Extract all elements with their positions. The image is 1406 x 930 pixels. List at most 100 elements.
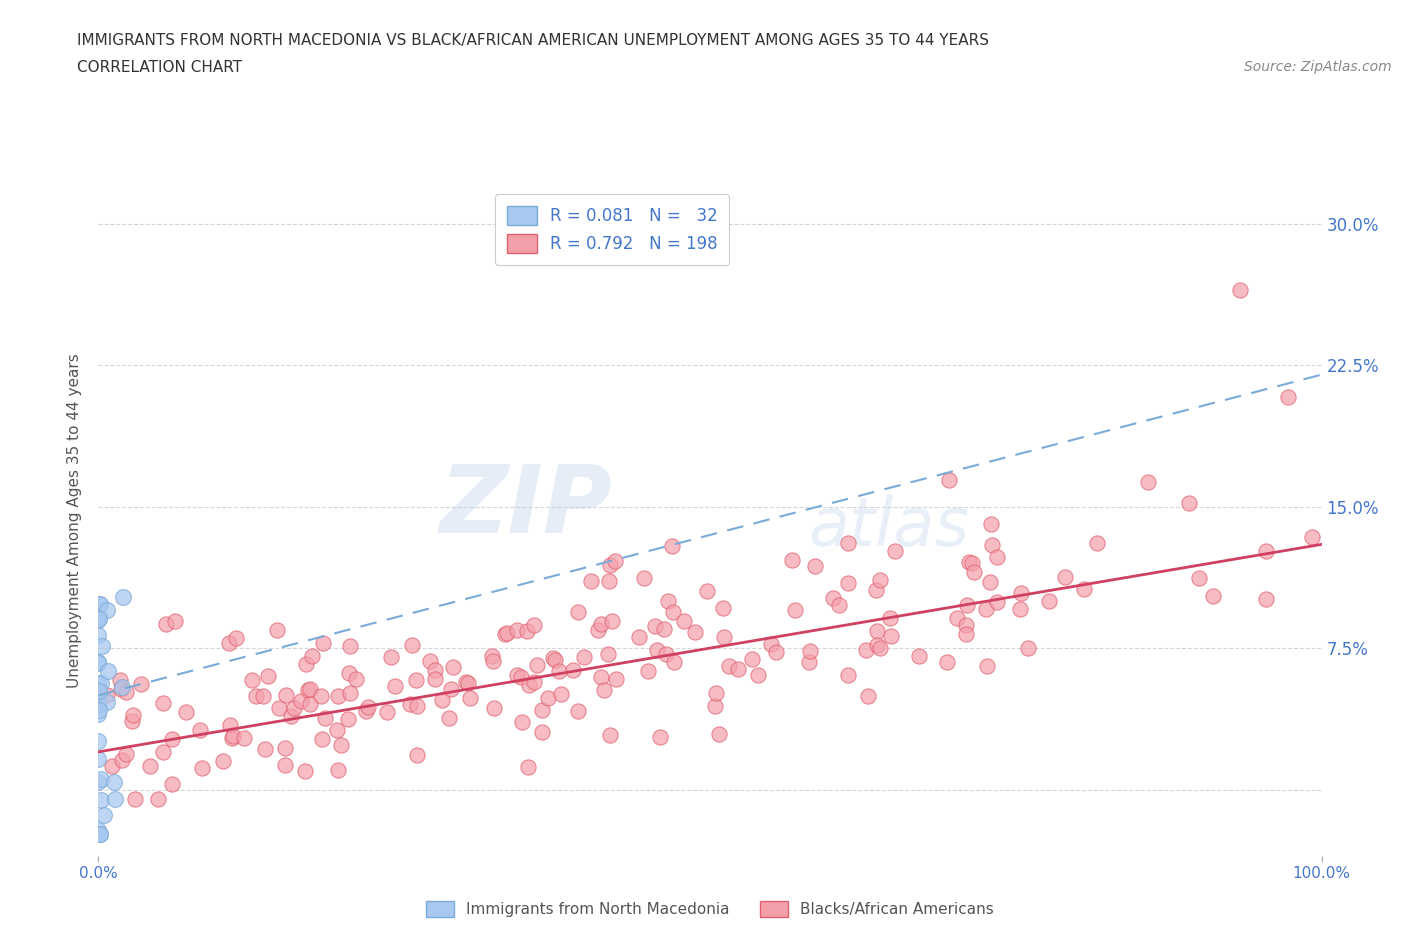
Point bbox=[946, 610, 969, 625]
Point bbox=[960, 555, 983, 570]
Point bbox=[163, 614, 186, 629]
Point bbox=[1229, 283, 1251, 298]
Point bbox=[711, 601, 734, 616]
Point bbox=[87, 684, 110, 698]
Point bbox=[283, 700, 305, 715]
Text: Source: ZipAtlas.com: Source: ZipAtlas.com bbox=[1244, 60, 1392, 74]
Point bbox=[290, 694, 312, 709]
Point bbox=[956, 598, 979, 613]
Point bbox=[87, 676, 110, 691]
Point bbox=[673, 614, 696, 629]
Point bbox=[856, 689, 879, 704]
Point bbox=[963, 565, 986, 579]
Point bbox=[880, 629, 903, 644]
Point bbox=[869, 573, 891, 588]
Point bbox=[87, 822, 110, 837]
Point bbox=[1137, 475, 1160, 490]
Point bbox=[494, 627, 516, 642]
Point bbox=[344, 671, 367, 686]
Point bbox=[727, 661, 749, 676]
Point bbox=[329, 737, 352, 752]
Point bbox=[121, 713, 143, 728]
Point bbox=[704, 698, 727, 713]
Point bbox=[986, 549, 1008, 564]
Point bbox=[1038, 594, 1060, 609]
Point bbox=[90, 675, 112, 690]
Point bbox=[90, 771, 112, 786]
Point bbox=[298, 697, 321, 711]
Point bbox=[869, 641, 891, 656]
Point bbox=[713, 630, 735, 644]
Point bbox=[799, 655, 821, 670]
Point bbox=[657, 594, 679, 609]
Point bbox=[605, 671, 627, 686]
Point bbox=[87, 698, 110, 712]
Point bbox=[526, 658, 548, 672]
Point bbox=[519, 678, 541, 693]
Point bbox=[976, 658, 998, 673]
Point bbox=[432, 693, 454, 708]
Point bbox=[380, 650, 402, 665]
Point bbox=[548, 664, 571, 679]
Point bbox=[523, 618, 546, 632]
Point bbox=[505, 623, 527, 638]
Point bbox=[326, 763, 349, 777]
Point bbox=[661, 538, 683, 553]
Point bbox=[567, 604, 589, 619]
Point bbox=[516, 624, 538, 639]
Point bbox=[599, 557, 621, 572]
Point bbox=[837, 535, 859, 550]
Point bbox=[976, 602, 998, 617]
Point bbox=[1201, 589, 1223, 604]
Point bbox=[541, 650, 564, 665]
Point bbox=[979, 575, 1001, 590]
Point bbox=[589, 617, 612, 631]
Point bbox=[222, 729, 245, 744]
Point bbox=[274, 687, 297, 702]
Point bbox=[240, 672, 263, 687]
Point bbox=[1085, 536, 1108, 551]
Point bbox=[505, 667, 527, 682]
Point bbox=[1010, 586, 1032, 601]
Point bbox=[87, 611, 110, 626]
Point bbox=[1017, 641, 1039, 656]
Point bbox=[337, 666, 360, 681]
Point bbox=[309, 689, 332, 704]
Point bbox=[567, 703, 589, 718]
Point bbox=[87, 694, 110, 709]
Text: IMMIGRANTS FROM NORTH MACEDONIA VS BLACK/AFRICAN AMERICAN UNEMPLOYMENT AMONG AGE: IMMIGRANTS FROM NORTH MACEDONIA VS BLACK… bbox=[77, 33, 990, 47]
Point bbox=[299, 682, 322, 697]
Point bbox=[266, 622, 288, 637]
Point bbox=[647, 642, 669, 657]
Point bbox=[589, 670, 612, 684]
Point bbox=[87, 628, 110, 643]
Point bbox=[280, 709, 302, 724]
Point bbox=[104, 791, 127, 806]
Point bbox=[440, 682, 463, 697]
Point bbox=[458, 690, 481, 705]
Point bbox=[879, 610, 901, 625]
Point bbox=[357, 699, 380, 714]
Point bbox=[406, 748, 429, 763]
Point bbox=[696, 583, 718, 598]
Point bbox=[339, 639, 361, 654]
Point bbox=[1178, 495, 1201, 510]
Point bbox=[803, 559, 825, 574]
Point bbox=[87, 751, 110, 766]
Point bbox=[530, 703, 553, 718]
Point bbox=[837, 668, 859, 683]
Point bbox=[423, 662, 446, 677]
Point bbox=[139, 759, 162, 774]
Point bbox=[336, 711, 359, 726]
Point bbox=[799, 644, 821, 658]
Point bbox=[225, 631, 247, 645]
Point bbox=[96, 688, 118, 703]
Point bbox=[530, 724, 553, 739]
Point bbox=[986, 595, 1008, 610]
Point bbox=[510, 715, 533, 730]
Point bbox=[605, 554, 627, 569]
Point bbox=[131, 677, 153, 692]
Point bbox=[759, 637, 782, 652]
Point bbox=[311, 731, 333, 746]
Point bbox=[90, 792, 112, 807]
